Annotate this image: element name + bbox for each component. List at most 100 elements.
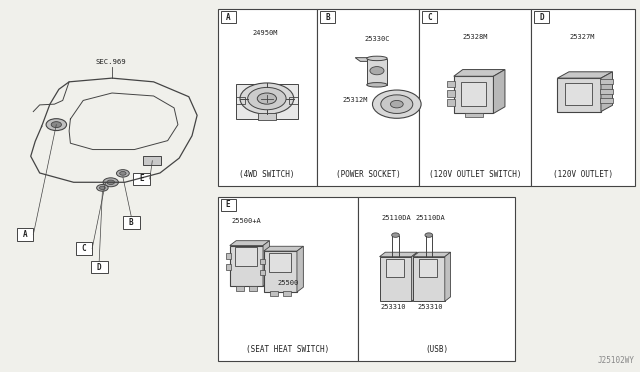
Polygon shape: [493, 70, 505, 113]
Text: D: D: [540, 13, 544, 22]
Text: 25110DA: 25110DA: [416, 215, 445, 221]
Polygon shape: [445, 252, 451, 301]
Text: 253310: 253310: [417, 304, 443, 310]
Polygon shape: [557, 72, 612, 78]
Text: (4WD SWITCH): (4WD SWITCH): [239, 170, 295, 179]
Polygon shape: [263, 241, 269, 286]
Bar: [236, 97, 245, 104]
Bar: [380, 257, 412, 301]
Circle shape: [248, 87, 286, 110]
Bar: [249, 286, 257, 291]
Text: (120V OUTLET SWITCH): (120V OUTLET SWITCH): [429, 170, 522, 179]
Text: E: E: [139, 174, 144, 183]
Text: 25330C: 25330C: [365, 36, 390, 42]
Bar: [123, 216, 140, 229]
Circle shape: [51, 122, 61, 128]
Text: 25328M: 25328M: [462, 34, 488, 40]
Text: (SEAT HEAT SWITCH): (SEAT HEAT SWITCH): [246, 345, 330, 354]
Bar: [557, 78, 601, 112]
Circle shape: [240, 83, 294, 114]
Bar: [221, 11, 236, 23]
Circle shape: [381, 95, 413, 113]
Bar: [422, 11, 437, 23]
Bar: [367, 59, 387, 85]
Circle shape: [257, 93, 276, 104]
Polygon shape: [454, 70, 505, 76]
Text: 24950M: 24950M: [253, 31, 278, 36]
Text: 25500+A: 25500+A: [232, 218, 261, 224]
Circle shape: [103, 178, 118, 187]
Text: E: E: [226, 201, 230, 209]
Text: 25312M: 25312M: [342, 97, 368, 103]
Circle shape: [370, 67, 384, 75]
Circle shape: [46, 119, 67, 131]
Text: C: C: [81, 244, 86, 253]
Bar: [76, 242, 92, 255]
Polygon shape: [412, 252, 417, 301]
Bar: [264, 251, 297, 292]
Bar: [317, 9, 419, 186]
Circle shape: [97, 185, 108, 191]
Bar: [531, 9, 635, 186]
Bar: [269, 253, 291, 272]
Polygon shape: [297, 246, 303, 292]
Text: B: B: [129, 218, 134, 227]
Bar: [386, 259, 404, 277]
Bar: [358, 197, 515, 361]
Bar: [419, 9, 531, 186]
Circle shape: [120, 171, 126, 175]
Text: D: D: [97, 263, 102, 272]
Circle shape: [390, 100, 403, 108]
Bar: [218, 197, 358, 361]
Bar: [565, 83, 592, 105]
Bar: [534, 11, 549, 23]
Circle shape: [372, 90, 421, 118]
Polygon shape: [264, 246, 303, 251]
Text: B: B: [325, 13, 330, 22]
Bar: [461, 82, 486, 106]
Bar: [447, 90, 455, 97]
Circle shape: [425, 233, 433, 237]
Text: 25110DA: 25110DA: [382, 215, 412, 221]
Bar: [283, 291, 291, 296]
Bar: [600, 89, 613, 94]
Bar: [230, 246, 263, 286]
Text: (POWER SOCKET): (POWER SOCKET): [335, 170, 401, 179]
Circle shape: [392, 233, 399, 237]
Circle shape: [116, 170, 129, 177]
Bar: [235, 247, 257, 266]
Bar: [270, 291, 278, 296]
Bar: [447, 99, 455, 106]
Bar: [226, 253, 231, 259]
Text: (USB): (USB): [425, 345, 449, 354]
Bar: [221, 199, 236, 211]
Text: 25500: 25500: [277, 280, 299, 286]
Polygon shape: [355, 58, 386, 61]
Text: A: A: [226, 13, 230, 22]
Bar: [91, 261, 108, 273]
Polygon shape: [413, 252, 451, 257]
Bar: [226, 264, 231, 270]
Bar: [260, 270, 265, 275]
Bar: [600, 98, 613, 103]
Bar: [133, 173, 150, 185]
Polygon shape: [380, 252, 417, 257]
Ellipse shape: [367, 83, 387, 87]
Text: SEC.969: SEC.969: [96, 59, 127, 65]
Bar: [447, 81, 455, 87]
Bar: [17, 228, 33, 241]
Circle shape: [107, 180, 115, 185]
Text: J25102WY: J25102WY: [598, 356, 635, 365]
Ellipse shape: [367, 56, 387, 61]
Text: A: A: [22, 230, 28, 239]
Circle shape: [100, 186, 105, 190]
Bar: [260, 259, 265, 264]
Text: 25327M: 25327M: [570, 34, 595, 40]
Text: 253310: 253310: [380, 304, 406, 310]
Bar: [143, 156, 161, 165]
Polygon shape: [601, 72, 612, 112]
Bar: [454, 76, 493, 113]
Bar: [419, 259, 437, 277]
Bar: [465, 113, 483, 117]
Bar: [258, 113, 276, 120]
